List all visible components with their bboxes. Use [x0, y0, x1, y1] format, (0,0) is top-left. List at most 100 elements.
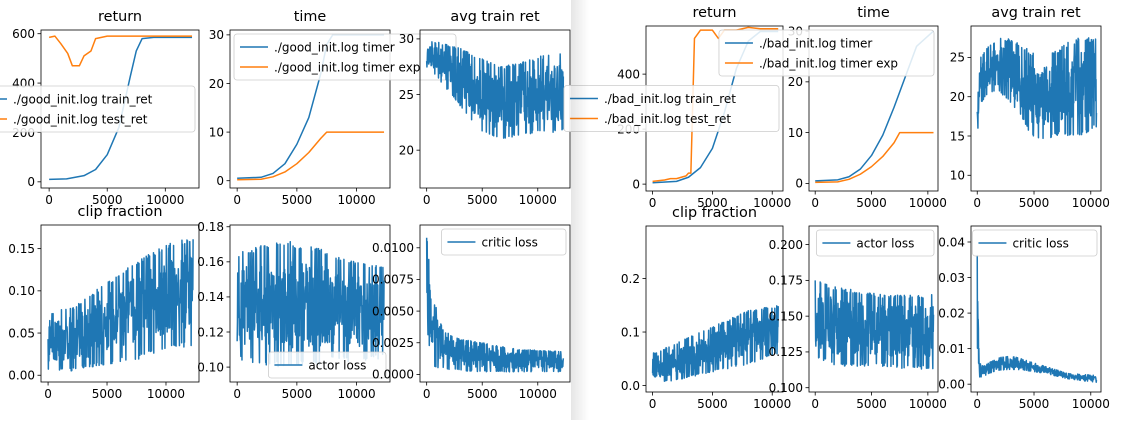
plot-lines [814, 280, 935, 370]
panel-title: clip fraction [78, 204, 163, 220]
legend-entry-label: ./good_init.log test_ret [13, 112, 148, 126]
legend-box [718, 29, 935, 77]
plot-lines [425, 237, 565, 373]
x-tick-label: 5000 [282, 193, 313, 207]
panel-title: return [98, 9, 142, 25]
x-tick-label: 10000 [146, 193, 184, 207]
legend-box [267, 351, 387, 379]
x-tick-label: 5000 [1019, 196, 1050, 210]
x-tick-label: 5000 [467, 193, 498, 207]
x-tick-label: 5000 [856, 196, 887, 210]
panel-clip-fraction: 0 5000 10000 0.0 0.1 0.2 clip fraction [621, 205, 791, 411]
panel-actor-loss: 0 5000 10000 0.100 0.125 0.150 0.175 0.200 actor… [769, 225, 947, 411]
legend: critic loss [441, 228, 567, 256]
x-tick-label: 0 [44, 387, 52, 401]
y-tick-label: 0.100 [769, 381, 803, 395]
series-line--bad-init-log-test-ret [652, 26, 779, 183]
y-tick-label: 600 [12, 27, 35, 41]
y-tick-label: 0.0100 [372, 241, 414, 255]
x-tick-label: 5000 [697, 397, 728, 411]
y-tick-label: 25 [399, 88, 414, 102]
series-line-actor-loss [236, 240, 385, 368]
x-tick-label: 0 [233, 193, 241, 207]
series-line-data [976, 37, 1098, 140]
panel-title: time [294, 9, 327, 25]
y-tick-label: 20 [788, 75, 803, 89]
legend-entry-label: actor loss [308, 358, 366, 372]
x-tick-label: 5000 [92, 193, 123, 207]
axes-frame [645, 225, 784, 393]
y-tick-label: 0 [632, 177, 640, 191]
x-tick-label: 5000 [856, 397, 887, 411]
y-tick-label: 0.0075 [372, 273, 414, 287]
x-tick-label: 5000 [697, 196, 728, 210]
y-tick-label: 0.0050 [372, 304, 414, 318]
legend-entry-label: ./bad_init.log train_ret [604, 92, 736, 106]
series-line--good-init-log-train-ret [49, 36, 193, 181]
y-tick-label: 20 [399, 143, 414, 157]
legend-entry-label: ./bad_init.log timer [759, 36, 872, 50]
y-tick-label: 0.2 [621, 272, 640, 286]
legend-entry-label: ./bad_init.log test_ret [604, 112, 731, 126]
y-tick-label: 0.00 [938, 377, 965, 391]
series-line--good-init-log-timer-exp [237, 131, 385, 181]
y-tick-label: 20 [950, 90, 965, 104]
x-tick-label: 0 [973, 397, 981, 411]
panel-title: return [692, 5, 736, 21]
x-tick-label: 10000 [519, 387, 557, 401]
y-tick-label: 0.03 [938, 271, 965, 285]
y-tick-label: 0.10 [197, 360, 224, 374]
x-tick-label: 0 [649, 196, 657, 210]
panel-return: 05000100000200400return./bad_init.log tr… [563, 5, 791, 210]
legend: ./bad_init.log timer ./bad_init.log timer… [718, 29, 935, 77]
plot-lines [976, 37, 1098, 140]
x-tick-label: 10000 [753, 196, 791, 210]
y-tick-label: 400 [617, 67, 640, 81]
y-tick-label: 0.12 [197, 325, 224, 339]
y-tick-label: 0.150 [769, 309, 803, 323]
x-tick-label: 0 [649, 397, 657, 411]
figure-bad-init: 05000100000200400return./bad_init.log tr… [563, 5, 1110, 411]
axes-frame [419, 224, 571, 383]
x-tick-label: 10000 [909, 196, 947, 210]
x-tick-label: 5000 [282, 387, 313, 401]
plot-lines [651, 305, 779, 383]
panel-clip-fraction: 0 5000 10000 0.00 0.05 0.10 0.15 clip fraction [8, 204, 200, 401]
x-tick-label: 10000 [1072, 196, 1110, 210]
y-tick-label: 0.200 [769, 238, 803, 252]
panel-critic-loss: 0 5000 10000 0.00 0.01 0.02 0.03 0.04 critic los… [938, 225, 1110, 411]
legend: critic loss [972, 229, 1098, 257]
legend-entry-label: ./bad_init.log timer exp [759, 56, 898, 70]
y-tick-label: 10 [209, 125, 224, 139]
series-line-data [425, 41, 565, 139]
panel-title: time [857, 5, 890, 21]
plot-lines [236, 240, 385, 368]
legend-box [972, 229, 1098, 257]
axes-frame [970, 25, 1102, 192]
y-tick-label: 0 [795, 177, 803, 191]
panel-actor-loss: 0 5000 10000 0.10 0.12 0.14 0.16 0.18 actor loss [197, 220, 391, 401]
legend: actor loss [267, 351, 387, 379]
legend-entry-label: ./good_init.log train_ret [13, 92, 153, 106]
y-tick-label: 0.0000 [372, 368, 414, 382]
axes-frame [808, 25, 939, 192]
plot-lines [47, 239, 194, 372]
y-tick-label: 30 [399, 32, 414, 46]
y-tick-label: 10 [950, 169, 965, 183]
y-tick-label: 0.00 [8, 369, 35, 383]
series-line-critic-loss [425, 237, 565, 373]
legend-box [0, 85, 196, 133]
x-tick-label: 5000 [1019, 397, 1050, 411]
y-tick-label: 0.1 [621, 325, 640, 339]
y-tick-label: 15 [950, 129, 965, 143]
series-line-data [47, 239, 194, 372]
x-tick-label: 0 [973, 196, 981, 210]
panel-critic-loss: 0 5000 10000 0.0000 0.0025 0.0050 0.0075 0.0100… [372, 224, 571, 401]
plot-lines [976, 254, 1098, 383]
y-tick-label: 30 [209, 28, 224, 42]
x-tick-label: 10000 [337, 387, 375, 401]
y-tick-label: 0.04 [938, 235, 965, 249]
